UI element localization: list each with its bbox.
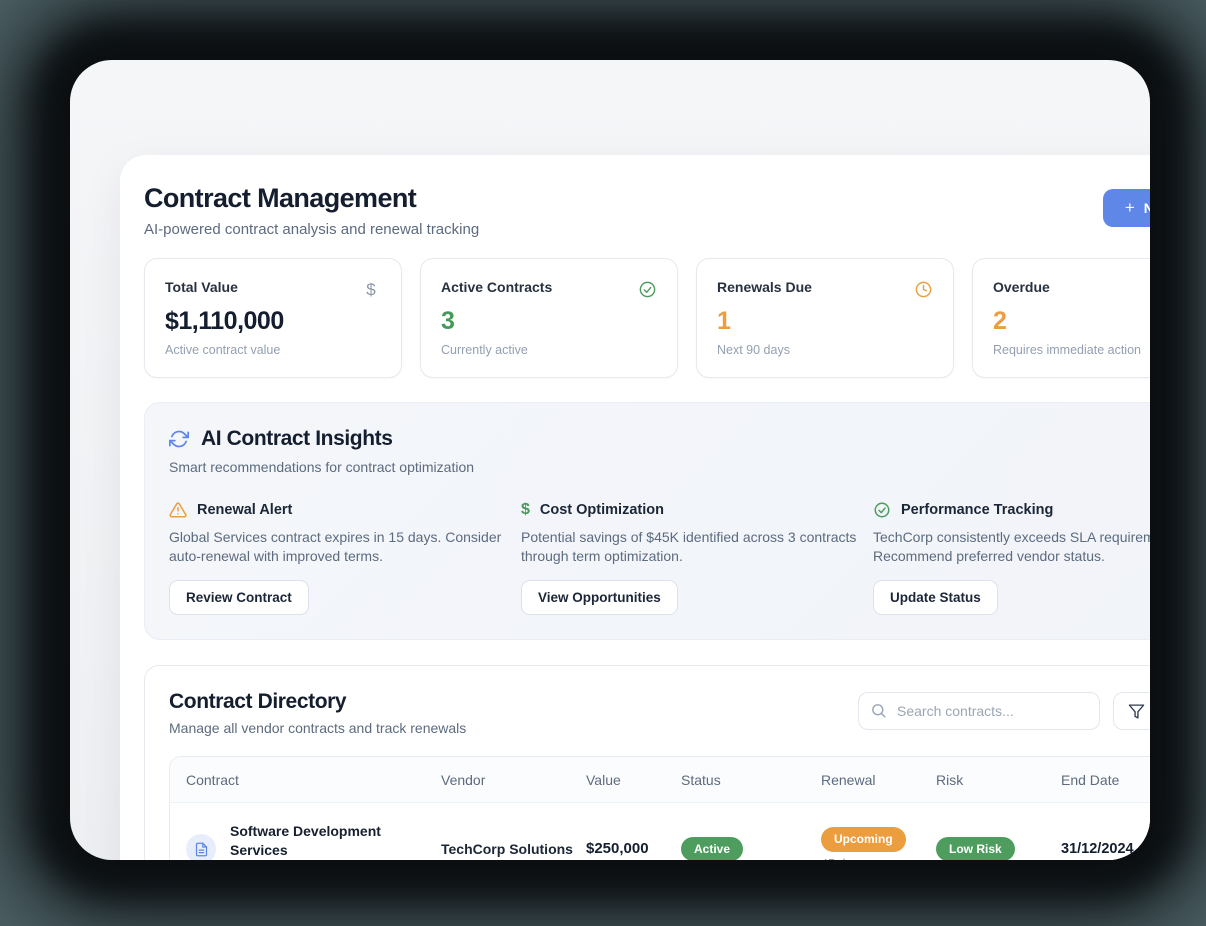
risk-badge: Low Risk — [936, 836, 1015, 860]
check-circle-icon — [637, 279, 657, 299]
update-status-button[interactable]: Update Status — [873, 580, 998, 615]
stat-value: 2 — [993, 307, 1007, 335]
stat-label: Renewals Due — [717, 279, 812, 295]
insight-cost-optimization: $ Cost Optimization Potential savings of… — [521, 501, 857, 615]
stat-sub: Requires immediate action — [993, 342, 1141, 357]
insight-body: TechCorp consistently exceeds SLA requir… — [873, 529, 1150, 564]
insight-title: Performance Tracking — [901, 502, 1054, 518]
stat-value: 1 — [717, 307, 731, 335]
insight-title: Renewal Alert — [197, 502, 293, 518]
warning-triangle-icon — [169, 501, 187, 519]
end-date: 31/12/2024 — [1061, 841, 1134, 857]
table-row[interactable]: Software Development Services ID: 1 Tech… — [170, 803, 1150, 860]
contract-value: $250,000 — [586, 840, 649, 857]
page-title-block: Contract Management AI-powered contract … — [144, 183, 479, 238]
insight-body: Potential savings of $45K identified acr… — [521, 529, 857, 564]
stat-value: 3 — [441, 307, 455, 335]
col-contract: Contract — [186, 771, 239, 788]
check-circle-icon — [873, 501, 891, 519]
renewal-days: 45 days — [821, 857, 865, 860]
filter-button[interactable] — [1113, 692, 1150, 730]
new-contract-label: New Contract — [1143, 200, 1150, 216]
stat-card-total-value: Total Value $ $1,110,000 Active contract… — [144, 258, 402, 378]
vendor-name: TechCorp Solutions — [441, 840, 573, 857]
col-risk: Risk — [936, 771, 964, 788]
search-input[interactable] — [858, 692, 1100, 730]
stat-label: Active Contracts — [441, 279, 553, 295]
refresh-icon — [169, 429, 189, 449]
ai-insights-panel: AI Contract Insights Smart recommendatio… — [144, 402, 1150, 640]
directory-subtitle: Manage all vendor contracts and track re… — [169, 720, 467, 736]
dollar-icon: $ — [366, 279, 376, 299]
stat-label: Total Value — [165, 279, 238, 295]
page-header: Contract Management AI-powered contract … — [144, 183, 1150, 238]
stats-row: Total Value $ $1,110,000 Active contract… — [144, 258, 1150, 378]
stat-sub: Next 90 days — [717, 342, 790, 357]
document-icon — [186, 834, 216, 860]
directory-title-block: Contract Directory Manage all vendor con… — [169, 690, 466, 736]
stat-sub: Currently active — [441, 342, 528, 357]
insight-body: Global Services contract expires in 15 d… — [169, 529, 502, 564]
insight-performance-tracking: Performance Tracking TechCorp consistent… — [873, 501, 1150, 615]
col-end-date: End Date — [1061, 771, 1120, 788]
col-vendor: Vendor — [441, 771, 486, 788]
search-icon — [870, 702, 887, 719]
main-panel: Contract Management AI-powered contract … — [120, 155, 1150, 860]
stat-value: $1,110,000 — [165, 307, 284, 335]
stat-card-active-contracts: Active Contracts 3 Currently active — [420, 258, 678, 378]
page-title: Contract Management — [144, 183, 417, 213]
stat-sub: Active contract value — [165, 342, 281, 357]
renewal-badge: Upcoming — [821, 827, 906, 852]
stat-card-renewals-due: Renewals Due 1 Next 90 days — [696, 258, 954, 378]
page-subtitle: AI-powered contract analysis and renewal… — [144, 221, 480, 238]
clock-icon — [913, 279, 933, 299]
status-badge: Active — [681, 836, 744, 860]
insights-subtitle: Smart recommendations for contract optim… — [169, 459, 475, 475]
insights-title: AI Contract Insights — [201, 427, 393, 450]
col-value: Value — [586, 771, 621, 788]
insight-title: Cost Optimization — [539, 502, 664, 518]
review-contract-button[interactable]: Review Contract — [169, 580, 309, 615]
dollar-icon: $ — [521, 501, 530, 518]
new-contract-button[interactable]: + New Contract — [1102, 189, 1150, 227]
app-window: Contract Management AI-powered contract … — [70, 60, 1150, 860]
contract-name: Software Development Services — [230, 822, 381, 858]
col-status: Status — [681, 771, 721, 788]
stat-card-overdue: Overdue 2 Requires immediate action — [972, 258, 1150, 378]
insight-renewal-alert: Renewal Alert Global Services contract e… — [169, 501, 505, 615]
plus-icon: + — [1124, 198, 1135, 217]
table-header: Contract Vendor Value Status Renewal Ris… — [170, 757, 1150, 803]
contract-directory-panel: Contract Directory Manage all vendor con… — [144, 665, 1150, 860]
search-box — [858, 692, 1100, 730]
stat-label: Overdue — [993, 279, 1050, 295]
directory-title: Contract Directory — [169, 690, 347, 713]
filter-funnel-icon — [1128, 703, 1145, 720]
col-renewal: Renewal — [821, 771, 876, 788]
contracts-table: Contract Vendor Value Status Renewal Ris… — [169, 756, 1150, 860]
view-opportunities-button[interactable]: View Opportunities — [521, 580, 678, 615]
